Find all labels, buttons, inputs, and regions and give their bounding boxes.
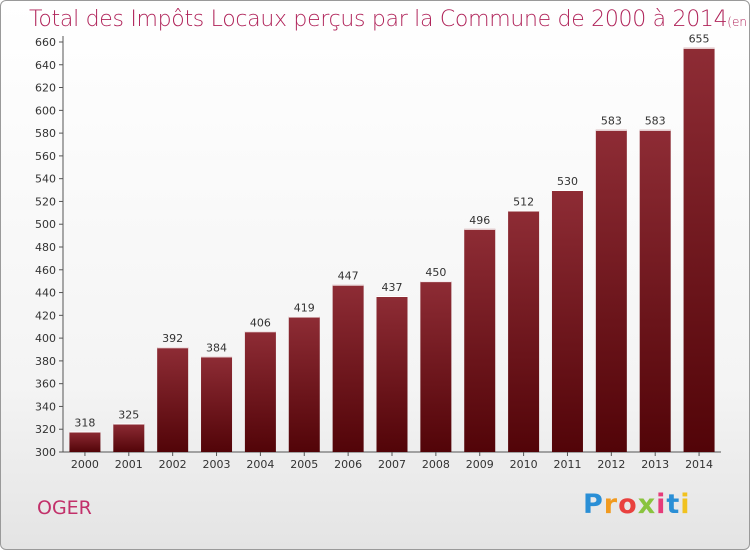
logo-letter: x xyxy=(637,489,657,520)
y-tick-label: 660 xyxy=(35,36,56,49)
proxiti-logo: Proxiti xyxy=(583,489,691,520)
x-tick-label-2002: 2002 xyxy=(159,458,187,471)
logo-letter: i xyxy=(656,489,667,520)
value-label-2005: 419 xyxy=(294,301,315,314)
logo-letter: t xyxy=(666,489,681,520)
bar-2010 xyxy=(508,210,540,452)
chart-title: Total des Impôts Locaux perçus par la Co… xyxy=(29,7,749,32)
value-label-2003: 384 xyxy=(206,341,227,354)
y-tick-label: 300 xyxy=(35,446,56,459)
bar-2003 xyxy=(201,356,233,452)
commune-name: OGER xyxy=(37,497,92,519)
bar-2012 xyxy=(595,129,627,452)
x-tick-label-2006: 2006 xyxy=(334,458,362,471)
value-label-2007: 437 xyxy=(382,281,403,294)
value-label-2012: 583 xyxy=(601,115,622,128)
x-tick-label-2003: 2003 xyxy=(203,458,231,471)
y-tick-label: 340 xyxy=(35,400,56,413)
bar-2013 xyxy=(639,129,671,452)
x-tick-label-2013: 2013 xyxy=(641,458,669,471)
bar-2001 xyxy=(113,423,145,452)
chart-title-text: Total des Impôts Locaux perçus par la Co… xyxy=(29,7,728,32)
chart-unit: (en milliers d'€) xyxy=(727,15,749,29)
value-label-2010: 512 xyxy=(513,196,534,209)
y-tick-label: 560 xyxy=(35,150,56,163)
y-tick-label: 480 xyxy=(35,241,56,254)
value-label-2006: 447 xyxy=(338,270,359,283)
y-tick-label: 620 xyxy=(35,82,56,95)
x-tick-label-2005: 2005 xyxy=(290,458,318,471)
logo-letter: P xyxy=(583,489,604,520)
value-label-2009: 496 xyxy=(469,214,490,227)
value-label-2000: 318 xyxy=(74,417,95,430)
bar-2011 xyxy=(551,190,583,453)
y-tick-label: 360 xyxy=(35,378,56,391)
logo-letter: i xyxy=(680,489,691,520)
x-tick-label-2008: 2008 xyxy=(422,458,450,471)
y-tick-label: 320 xyxy=(35,423,56,436)
value-label-2013: 583 xyxy=(645,115,666,128)
x-tick-label-2010: 2010 xyxy=(510,458,538,471)
logo-letter: r xyxy=(603,489,619,520)
y-tick-label: 440 xyxy=(35,287,56,300)
value-label-2004: 406 xyxy=(250,316,271,329)
y-tick-label: 420 xyxy=(35,309,56,322)
x-tick-label-2007: 2007 xyxy=(378,458,406,471)
value-label-2008: 450 xyxy=(425,266,446,279)
value-label-2001: 325 xyxy=(118,409,139,422)
value-label-2011: 530 xyxy=(557,175,578,188)
bar-2005 xyxy=(288,316,320,452)
y-tick-label: 380 xyxy=(35,355,56,368)
bar-2000 xyxy=(69,431,101,452)
x-tick-label-2011: 2011 xyxy=(553,458,581,471)
bar-2014 xyxy=(683,47,715,452)
x-tick-label-2012: 2012 xyxy=(597,458,625,471)
x-tick-label-2001: 2001 xyxy=(115,458,143,471)
y-tick-label: 640 xyxy=(35,59,56,72)
bar-2006 xyxy=(332,284,364,452)
x-tick-label-2014: 2014 xyxy=(685,458,713,471)
y-tick-label: 400 xyxy=(35,332,56,345)
logo-letter: o xyxy=(618,489,638,520)
value-label-2014: 655 xyxy=(689,33,710,46)
y-tick-label: 460 xyxy=(35,264,56,277)
x-tick-label-2004: 2004 xyxy=(246,458,274,471)
y-tick-label: 520 xyxy=(35,195,56,208)
value-label-2002: 392 xyxy=(162,332,183,345)
bar-2002 xyxy=(157,347,189,452)
bar-2004 xyxy=(244,331,276,452)
bar-2009 xyxy=(464,228,496,452)
y-tick-label: 580 xyxy=(35,127,56,140)
bar-2008 xyxy=(420,281,452,452)
x-tick-label-2009: 2009 xyxy=(466,458,494,471)
y-tick-label: 600 xyxy=(35,104,56,117)
y-tick-label: 500 xyxy=(35,218,56,231)
x-tick-label-2000: 2000 xyxy=(71,458,99,471)
bar-2007 xyxy=(376,295,408,452)
y-tick-label: 540 xyxy=(35,173,56,186)
